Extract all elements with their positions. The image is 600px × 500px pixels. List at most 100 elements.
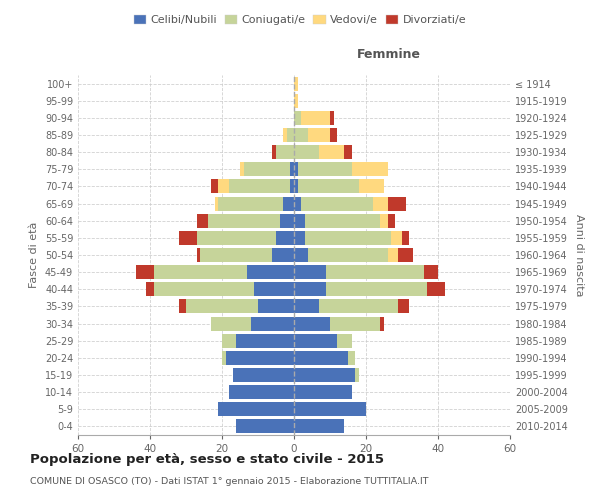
Bar (294, 248, 308, 262)
Bar (352, 162, 388, 176)
Bar (218, 196, 283, 210)
Bar (424, 265, 438, 279)
Bar (301, 111, 330, 125)
Bar (330, 111, 334, 125)
Bar (305, 231, 391, 245)
Bar (298, 162, 352, 176)
Bar (233, 368, 294, 382)
Bar (251, 316, 294, 330)
Bar (380, 316, 384, 330)
Bar (294, 282, 326, 296)
Bar (326, 282, 427, 296)
Bar (218, 402, 294, 416)
Text: Femmine: Femmine (357, 48, 421, 60)
Bar (294, 265, 326, 279)
Bar (272, 145, 276, 159)
Bar (294, 368, 355, 382)
Bar (294, 180, 298, 194)
Bar (294, 128, 308, 142)
Bar (179, 300, 186, 314)
Text: COMUNE DI OSASCO (TO) - Dati ISTAT 1° gennaio 2015 - Elaborazione TUTTITALIA.IT: COMUNE DI OSASCO (TO) - Dati ISTAT 1° ge… (30, 478, 428, 486)
Bar (179, 231, 197, 245)
Bar (294, 351, 348, 365)
Bar (398, 248, 413, 262)
Y-axis label: Fasce di età: Fasce di età (29, 222, 39, 288)
Bar (200, 248, 272, 262)
Bar (298, 180, 359, 194)
Bar (280, 214, 294, 228)
Bar (211, 316, 251, 330)
Bar (305, 214, 380, 228)
Bar (294, 145, 319, 159)
Bar (294, 420, 344, 434)
Bar (308, 128, 330, 142)
Bar (330, 316, 380, 330)
Bar (294, 300, 319, 314)
Bar (283, 128, 287, 142)
Bar (154, 282, 254, 296)
Bar (276, 231, 294, 245)
Bar (136, 265, 154, 279)
Bar (244, 162, 290, 176)
Text: Popolazione per età, sesso e stato civile - 2015: Popolazione per età, sesso e stato civil… (30, 452, 384, 466)
Bar (222, 334, 236, 347)
Bar (348, 351, 355, 365)
Bar (247, 265, 294, 279)
Bar (294, 214, 305, 228)
Bar (186, 300, 258, 314)
Bar (294, 334, 337, 347)
Bar (294, 94, 298, 108)
Bar (301, 196, 373, 210)
Bar (326, 265, 424, 279)
Bar (294, 385, 352, 399)
Bar (211, 180, 218, 194)
Bar (197, 231, 276, 245)
Bar (222, 351, 226, 365)
Bar (294, 162, 298, 176)
Bar (344, 145, 352, 159)
Bar (388, 248, 398, 262)
Bar (294, 111, 301, 125)
Bar (308, 248, 388, 262)
Y-axis label: Anni di nascita: Anni di nascita (574, 214, 584, 296)
Bar (319, 300, 398, 314)
Bar (294, 316, 330, 330)
Bar (236, 420, 294, 434)
Bar (294, 196, 301, 210)
Bar (240, 162, 244, 176)
Bar (388, 214, 395, 228)
Bar (154, 265, 247, 279)
Bar (373, 196, 388, 210)
Bar (215, 196, 218, 210)
Legend: Celibi/Nubili, Coniugati/e, Vedovi/e, Divorziati/e: Celibi/Nubili, Coniugati/e, Vedovi/e, Di… (130, 10, 470, 30)
Bar (229, 385, 294, 399)
Bar (287, 128, 294, 142)
Bar (229, 180, 290, 194)
Bar (290, 162, 294, 176)
Bar (359, 180, 384, 194)
Bar (294, 76, 298, 90)
Bar (355, 368, 359, 382)
Bar (391, 231, 402, 245)
Bar (380, 214, 388, 228)
Bar (283, 196, 294, 210)
Bar (337, 334, 352, 347)
Bar (388, 196, 406, 210)
Bar (197, 214, 208, 228)
Bar (402, 231, 409, 245)
Bar (272, 248, 294, 262)
Bar (427, 282, 445, 296)
Bar (398, 300, 409, 314)
Bar (197, 248, 200, 262)
Bar (258, 300, 294, 314)
Bar (294, 231, 305, 245)
Bar (254, 282, 294, 296)
Bar (330, 128, 337, 142)
Bar (319, 145, 344, 159)
Bar (276, 145, 294, 159)
Bar (290, 180, 294, 194)
Bar (208, 214, 280, 228)
Bar (294, 402, 366, 416)
Bar (236, 334, 294, 347)
Bar (226, 351, 294, 365)
